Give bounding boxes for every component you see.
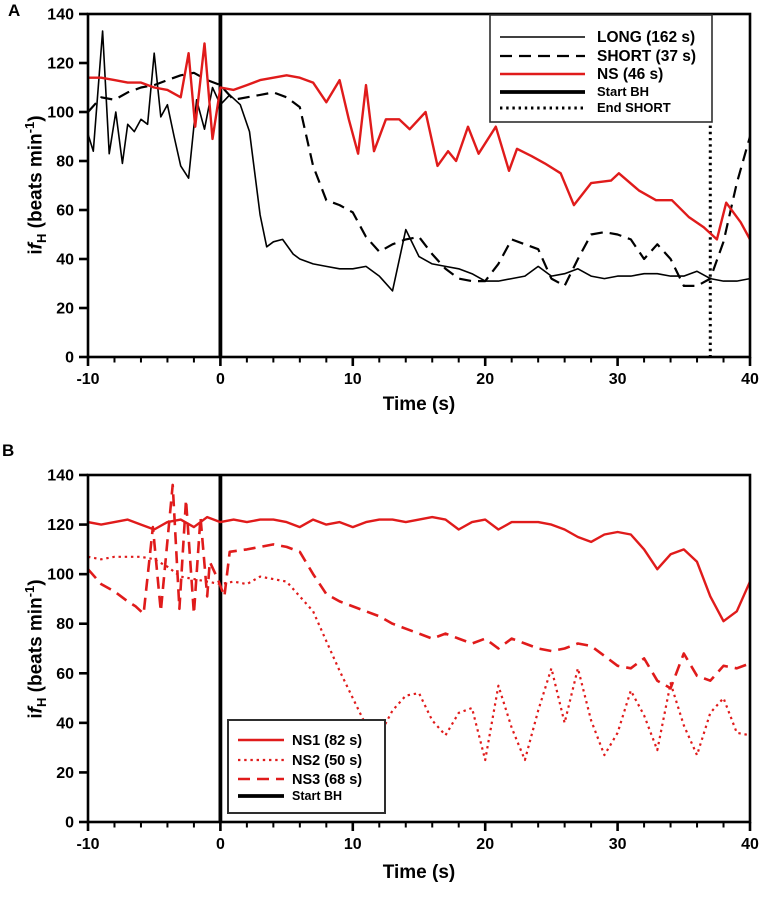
series-short-37-s- [88,71,750,287]
y-tick-label: 40 [56,252,74,269]
legend: NS1 (82 s) NS2 (50 s) NS3 (68 s)Start BH [227,719,386,814]
series-ns3-68-s- [88,483,750,690]
y-tick-label: 140 [47,7,74,24]
legend-label: Start BH [292,789,342,803]
panel-a-x-axis-title: Time (s) [382,394,456,415]
x-tick-label: 0 [216,371,225,388]
y-tick-label: 20 [56,765,74,782]
y-tick-label: 60 [56,203,74,220]
plot-box [86,12,752,359]
legend-label: NS (46 s) [597,66,663,83]
y-tick-label: 120 [47,56,74,73]
y-tick-label: 140 [47,468,74,485]
y-tick-label: 100 [47,105,74,122]
y-tick-label: 0 [65,815,74,832]
x-tick-label: 10 [344,371,362,388]
plot-box [86,473,752,824]
x-tick-label: 20 [476,371,494,388]
legend-label: Start BH [597,84,649,99]
x-tick-label: 40 [741,836,759,853]
legend-label: NS3 (68 s) [292,772,362,788]
legend-label: LONG (162 s) [597,29,695,46]
y-tick-label: 80 [56,154,74,171]
x-tick-label: 30 [609,371,627,388]
x-tick-label: 40 [741,371,759,388]
panel-b-label: B [2,441,15,460]
series-ns1-82-s- [88,515,750,623]
x-tick-label: 10 [344,836,362,853]
legend-label: SHORT (37 s) [597,48,696,65]
legend-label: End SHORT [597,100,671,115]
series-long-162-s- [88,30,750,292]
y-tick-label: 80 [56,616,74,633]
x-tick-label: 30 [609,836,627,853]
y-tick-label: 120 [47,517,74,534]
legend-label: NS1 (82 s) [292,733,362,749]
series-ns-46-s- [88,42,750,241]
legend-box [489,14,713,123]
y-tick-label: 100 [47,567,74,584]
legend-label: NS2 (50 s) [292,753,362,769]
x-tick-label: -10 [76,836,99,853]
y-tick-label: 60 [56,666,74,683]
y-tick-label: 0 [65,350,74,367]
panel-b-x-axis-title: Time (s) [382,862,456,883]
legend: LONG (162 s) SHORT (37 s)NS (46 s)Start B… [489,14,713,123]
series-ns2-50-s- [88,555,750,762]
x-tick-label: 20 [476,836,494,853]
panel-a-label: A [8,1,21,20]
y-tick-label: 20 [56,301,74,318]
y-tick-label: 40 [56,715,74,732]
x-tick-label: -10 [76,371,99,388]
x-tick-label: 0 [216,836,225,853]
